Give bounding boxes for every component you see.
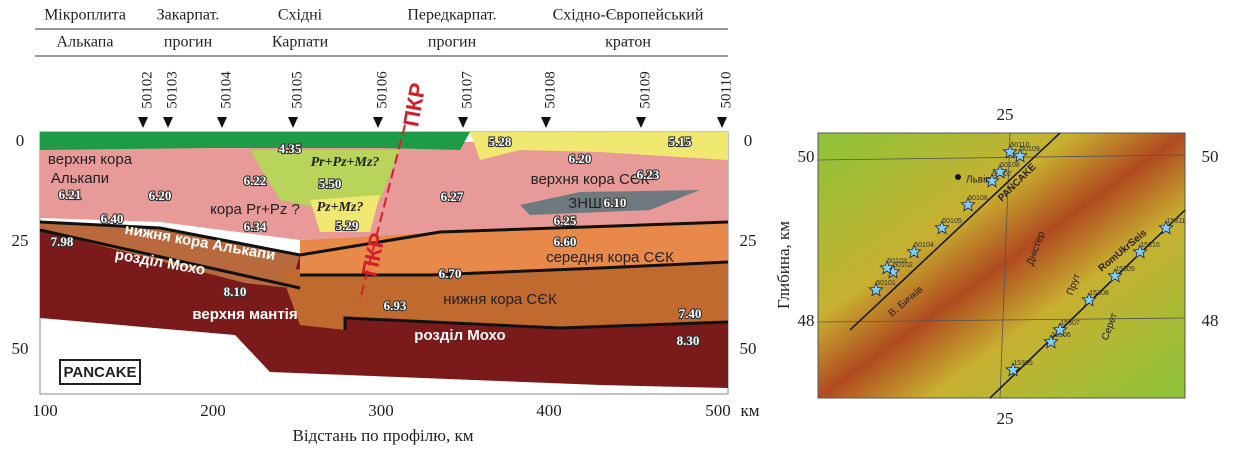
station-label: 50104 — [914, 242, 934, 249]
lat-label: 50 — [1202, 147, 1219, 166]
layer-label: Pr+Pz+Mz? — [311, 155, 380, 170]
station-label: 50102 — [139, 71, 155, 109]
station-label: 50106 — [374, 71, 390, 109]
layer-label: верхня кора СЄК — [531, 171, 650, 188]
sediments — [40, 132, 470, 150]
lat-label: 48 — [1202, 311, 1219, 330]
x-unit: км — [740, 401, 759, 420]
station-marker — [636, 117, 646, 128]
region-name: кратон — [605, 34, 651, 51]
layer-label: середня кора СЄК — [546, 249, 674, 266]
velocity-label: 6.70 — [439, 266, 462, 281]
station-marker — [163, 117, 173, 128]
depth-tick-label: 50 — [12, 339, 29, 358]
region-name: Карпати — [272, 34, 329, 51]
station-label: 15307 — [1060, 320, 1080, 327]
station-label: 50106 — [968, 195, 988, 202]
velocity-label: 6.93 — [384, 298, 407, 313]
x-tick-label: 200 — [200, 401, 226, 420]
station-marker — [458, 117, 468, 128]
station-label: 50109 — [637, 71, 653, 109]
velocity-label: 5.28 — [489, 134, 512, 149]
x-axis-label: Відстань по профілю, км — [293, 426, 474, 445]
depth-tick-label: 25 — [12, 231, 29, 250]
fault-label: ПКР — [398, 81, 430, 129]
city-dot — [955, 174, 961, 180]
region-name: прогин — [164, 34, 213, 51]
layer-label: Алькапи — [51, 170, 109, 187]
station-marker — [217, 117, 227, 128]
station-marker — [373, 117, 383, 128]
lat-label: 50 — [798, 147, 815, 166]
velocity-label: 6.40 — [101, 211, 124, 226]
legend-label: PANCAKE — [63, 364, 136, 381]
layer-label: Pz+Mz? — [317, 200, 364, 215]
layer-label: кора Pr+Pz ? — [210, 201, 300, 218]
velocity-label: 5.29 — [336, 218, 359, 233]
x-tick-label: 400 — [536, 401, 562, 420]
velocity-label: 6.60 — [554, 234, 577, 249]
lon-label: 25 — [997, 105, 1014, 124]
station-label: 15310 — [1140, 242, 1160, 249]
station-label: 50101 — [876, 280, 896, 287]
velocity-label: 6.10 — [604, 195, 627, 210]
velocity-label: 6.34 — [244, 219, 267, 234]
velocity-label: 6.27 — [441, 189, 464, 204]
station-label: 15305 — [1013, 360, 1033, 367]
station-label: 50108 — [542, 71, 558, 109]
lon-label: 25 — [997, 409, 1014, 428]
region-name: Мікроплита — [44, 7, 126, 24]
region-name: прогин — [428, 34, 477, 51]
velocity-label: 6.23 — [637, 167, 660, 182]
station-marker — [288, 117, 298, 128]
station-label: 50108 — [1000, 162, 1020, 169]
region-name: Передкарпат. — [407, 7, 496, 24]
depth-tick-label: 25 — [740, 231, 757, 250]
velocity-label: 8.10 — [224, 284, 247, 299]
x-tick-label: 300 — [368, 401, 394, 420]
figure: Мікроплита Алькапа Закарпат. прогин Східні Ка… — [0, 0, 1239, 451]
station-label: 50105 — [942, 218, 962, 225]
layer-label: нижня кора СЄК — [443, 291, 557, 308]
station-marker — [541, 117, 551, 128]
velocity-label: 7.98 — [51, 234, 74, 249]
layer-label: ЗНШ — [568, 195, 602, 212]
lat-label: 48 — [798, 311, 815, 330]
station-label: 15311 — [1167, 218, 1186, 225]
velocity-label: 8.30 — [677, 333, 700, 348]
station-label: 50103 — [164, 71, 180, 109]
region-name: Східно-Європейський — [553, 7, 704, 24]
region-name: Закарпат. — [157, 7, 220, 24]
station-label: 50107 — [459, 71, 475, 109]
station-label: 50104 — [218, 71, 234, 109]
layer-label: верхня кора — [48, 151, 133, 168]
layer-label: верхня мантія — [192, 306, 297, 323]
x-tick-label: 500 — [705, 401, 731, 420]
depth-tick-label: 0 — [744, 131, 753, 150]
velocity-label: 6.22 — [244, 173, 267, 188]
station-marker — [138, 117, 148, 128]
velocity-label: 6.21 — [59, 187, 82, 202]
x-tick-label: 100 — [32, 401, 58, 420]
station-label: 15308 — [1089, 290, 1109, 297]
depth-tick-label: 50 — [740, 339, 757, 358]
region-name: Алькапа — [57, 34, 114, 51]
station-label: 50105 — [289, 71, 305, 109]
y-axis-label: Глибина, км — [774, 221, 793, 309]
velocity-label: 7.40 — [679, 306, 702, 321]
station-label: 50103 — [887, 258, 907, 265]
velocity-label: 5.15 — [669, 134, 692, 149]
station-label: 15309 — [1115, 266, 1135, 273]
velocity-label: 6.25 — [554, 213, 577, 228]
velocity-label: 6.20 — [569, 151, 592, 166]
station-label: 50110 — [1011, 142, 1030, 149]
velocity-label: 4.35 — [279, 141, 302, 156]
depth-tick-label: 0 — [16, 131, 25, 150]
station-label: 50110 — [718, 72, 734, 109]
velocity-label: 6.20 — [149, 188, 172, 203]
velocity-label: 5.50 — [319, 176, 342, 191]
station-marker — [717, 117, 727, 128]
region-name: Східні — [278, 7, 323, 24]
layer-label: розділ Мохо — [414, 327, 505, 344]
